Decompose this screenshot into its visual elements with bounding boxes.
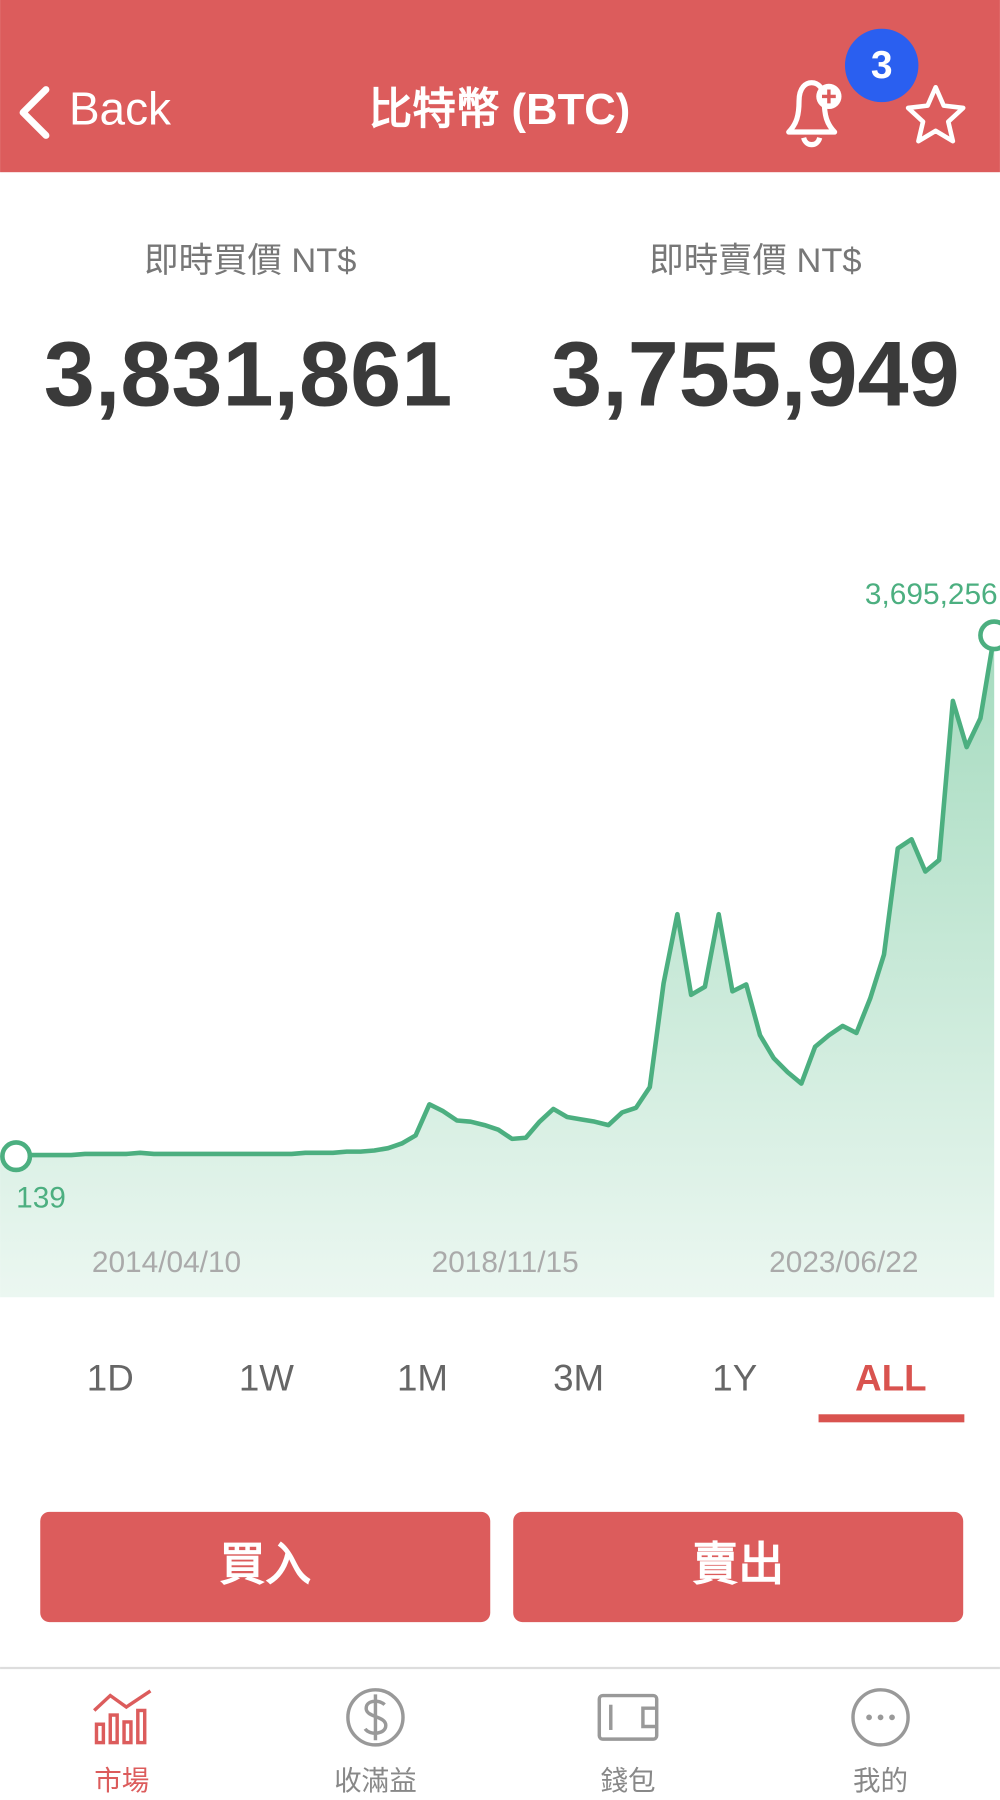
buy-button-label[interactable]: 買入 [219,1538,311,1590]
tab-icons [93,1688,910,1747]
back-button[interactable]: Back [19,83,172,139]
date-label: 2023/06/22 [769,1246,918,1279]
notification-badge [844,28,919,103]
tab-label[interactable]: 收滿益 [334,1765,417,1796]
page-title: 比特幣 (BTC) [369,86,631,134]
back-chevron [19,86,50,139]
favorite-star[interactable] [905,84,966,144]
more-icon[interactable] [851,1688,910,1747]
tab-bar: 市場 收滿益 錢包 我的 [94,1765,908,1796]
sell-button[interactable] [513,1511,964,1623]
buy-price-label: 即時買價 NT$ [144,242,356,280]
range-option[interactable]: 1W [239,1358,294,1399]
market-icon[interactable] [93,1689,152,1745]
date-label: 2014/04/10 [92,1246,241,1279]
endpoint-marker [978,619,1000,652]
price-chart: 139 3,695,256 2014/04/10 2018/11/15 2023/06/… [0,578,1000,1298]
earn-icon[interactable] [346,1688,405,1747]
dot [877,1714,884,1721]
range-option[interactable]: 1Y [712,1358,757,1399]
tab-label[interactable]: 市場 [94,1765,149,1796]
value-label: 3,695,256 [865,578,998,611]
area [0,635,995,1298]
range-option[interactable]: 3M [553,1358,604,1399]
alert-button[interactable] [786,80,842,148]
sell-price: 3,755,949 [551,323,960,425]
date-label: 2018/11/15 [432,1246,579,1279]
sell-button-label[interactable]: 賣出 [692,1538,784,1590]
range-underline [818,1414,965,1423]
tab-label[interactable]: 錢包 [600,1765,655,1796]
bell-icon [786,80,838,148]
notification-count: 3 [871,44,893,87]
price-line [15,634,997,1159]
value-label: 139 [16,1182,66,1215]
wallet-icon[interactable] [597,1693,659,1741]
range-option[interactable]: 1D [87,1358,134,1399]
buy-button[interactable] [40,1511,491,1623]
range-selector: 1D 1W 1M 3M 1Y ALL [87,1358,965,1423]
range-option[interactable]: 1M [397,1358,448,1399]
tab-label[interactable]: 我的 [853,1765,908,1796]
sell-price-label: 即時賣價 NT$ [649,242,861,280]
dot [866,1714,872,1721]
buy-price: 3,831,861 [44,323,453,425]
dot [889,1714,895,1721]
endpoint-marker [0,1140,33,1173]
back-label[interactable]: Back [69,83,172,135]
range-option[interactable]: ALL [855,1358,926,1399]
plus-sign [822,89,836,104]
